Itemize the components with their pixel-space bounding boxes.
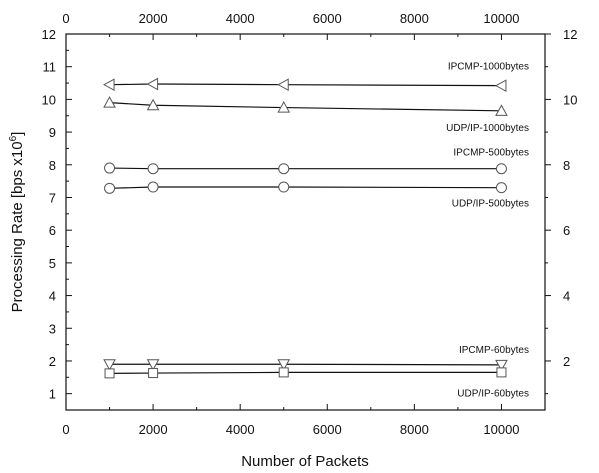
data-point xyxy=(495,163,507,175)
series-layer: IPCMP-1000bytes UDP/IP-1000bytes IPCMP-500… xyxy=(103,62,529,399)
data-point xyxy=(277,78,289,92)
axis-tick-labels: 0 0 2000 2000 4000 4000 6000 6000 8000 8000 10000 1… xyxy=(42,11,578,437)
y-left-tick-label: 1 xyxy=(49,387,56,402)
x-tick-label-bottom: 2000 xyxy=(139,422,168,437)
x-tick-label-bottom: 6000 xyxy=(313,422,342,437)
series-ipcmp-60bytes: IPCMP-60bytes xyxy=(103,345,529,372)
y-left-tick-label: 11 xyxy=(43,60,57,75)
series-udp-ip-1000bytes: UDP/IP-1000bytes xyxy=(103,96,529,134)
y-left-tick-label: 8 xyxy=(49,158,56,173)
y-left-tick-label: 4 xyxy=(49,289,56,304)
data-point xyxy=(494,79,507,93)
series-line xyxy=(109,371,502,374)
y-right-tick-label: 6 xyxy=(563,223,570,238)
series-label: UDP/IP-60bytes xyxy=(457,388,529,399)
series-line xyxy=(109,186,502,189)
data-point xyxy=(277,359,291,371)
series-label: IPCMP-60bytes xyxy=(459,345,529,356)
data-point xyxy=(278,163,290,175)
series-line xyxy=(109,167,502,170)
data-point xyxy=(104,182,116,194)
data-point xyxy=(147,181,159,193)
x-tick-label-bottom: 8000 xyxy=(400,422,429,437)
data-point xyxy=(146,77,159,91)
y-left-tick-label: 9 xyxy=(49,125,56,140)
x-tick-label-top: 0 xyxy=(62,11,69,26)
series-ipcmp-500bytes: IPCMP-500bytes xyxy=(104,148,529,175)
x-tick-label-bottom: 0 xyxy=(62,422,69,437)
y-axis-title: Processing Rate [bps x106] xyxy=(8,132,26,313)
y-right-tick-label: 12 xyxy=(563,27,577,42)
data-point xyxy=(147,163,159,175)
y-left-tick-label: 3 xyxy=(49,321,56,336)
data-point xyxy=(104,162,116,174)
y-left-tick-label: 2 xyxy=(49,354,56,369)
y-left-tick-label: 5 xyxy=(49,256,56,271)
x-tick-label-top: 4000 xyxy=(226,11,255,26)
data-point xyxy=(496,367,507,378)
data-point xyxy=(277,101,291,113)
y-right-tick-label: 4 xyxy=(563,289,570,304)
y-left-tick-label: 6 xyxy=(49,223,56,238)
y-right-tick-label: 8 xyxy=(563,158,570,173)
plot-frame xyxy=(65,33,546,411)
x-tick-label-top: 2000 xyxy=(139,11,168,26)
series-line xyxy=(109,363,502,366)
y-left-tick-label: 7 xyxy=(49,190,56,205)
data-point xyxy=(103,96,116,108)
y-axis-title-main: Processing Rate [bps x10 xyxy=(9,141,26,312)
x-tick-label-top: 8000 xyxy=(400,11,429,26)
x-tick-label-bottom: 10000 xyxy=(483,422,519,437)
series-label: IPCMP-500bytes xyxy=(453,148,529,159)
x-tick-label-top: 6000 xyxy=(313,11,342,26)
data-point xyxy=(495,104,508,116)
y-right-tick-label: 2 xyxy=(563,354,570,369)
data-point xyxy=(495,359,508,372)
data-point xyxy=(278,181,290,193)
data-point xyxy=(103,359,116,371)
x-tick-label-bottom: 4000 xyxy=(226,422,255,437)
y-left-tick-label: 12 xyxy=(42,27,56,42)
series-line xyxy=(109,83,502,87)
series-label: UDP/IP-500bytes xyxy=(452,199,529,210)
series-udp-ip-60bytes: UDP/IP-60bytes xyxy=(104,367,529,399)
data-point xyxy=(103,78,115,92)
x-axis-title: Number of Packets xyxy=(241,453,369,470)
x-tick-label-top: 10000 xyxy=(483,11,519,26)
y-axis-title-close: ] xyxy=(9,132,26,136)
axis-ticks xyxy=(65,33,551,410)
series-label: IPCMP-1000bytes xyxy=(448,62,529,73)
series-label: UDP/IP-1000bytes xyxy=(446,123,529,134)
data-point xyxy=(146,359,160,371)
data-point xyxy=(148,368,159,379)
y-left-tick-label: 10 xyxy=(42,92,56,107)
data-point xyxy=(104,368,115,379)
y-right-tick-label: 10 xyxy=(563,92,577,107)
data-point xyxy=(278,367,289,378)
y-axis-title-superscript: 6 xyxy=(8,135,19,141)
series-udp-ip-500bytes: UDP/IP-500bytes xyxy=(104,181,529,210)
series-line xyxy=(109,102,502,112)
data-point xyxy=(146,98,160,111)
data-point xyxy=(495,182,507,194)
series-ipcmp-1000bytes: IPCMP-1000bytes xyxy=(103,62,529,93)
